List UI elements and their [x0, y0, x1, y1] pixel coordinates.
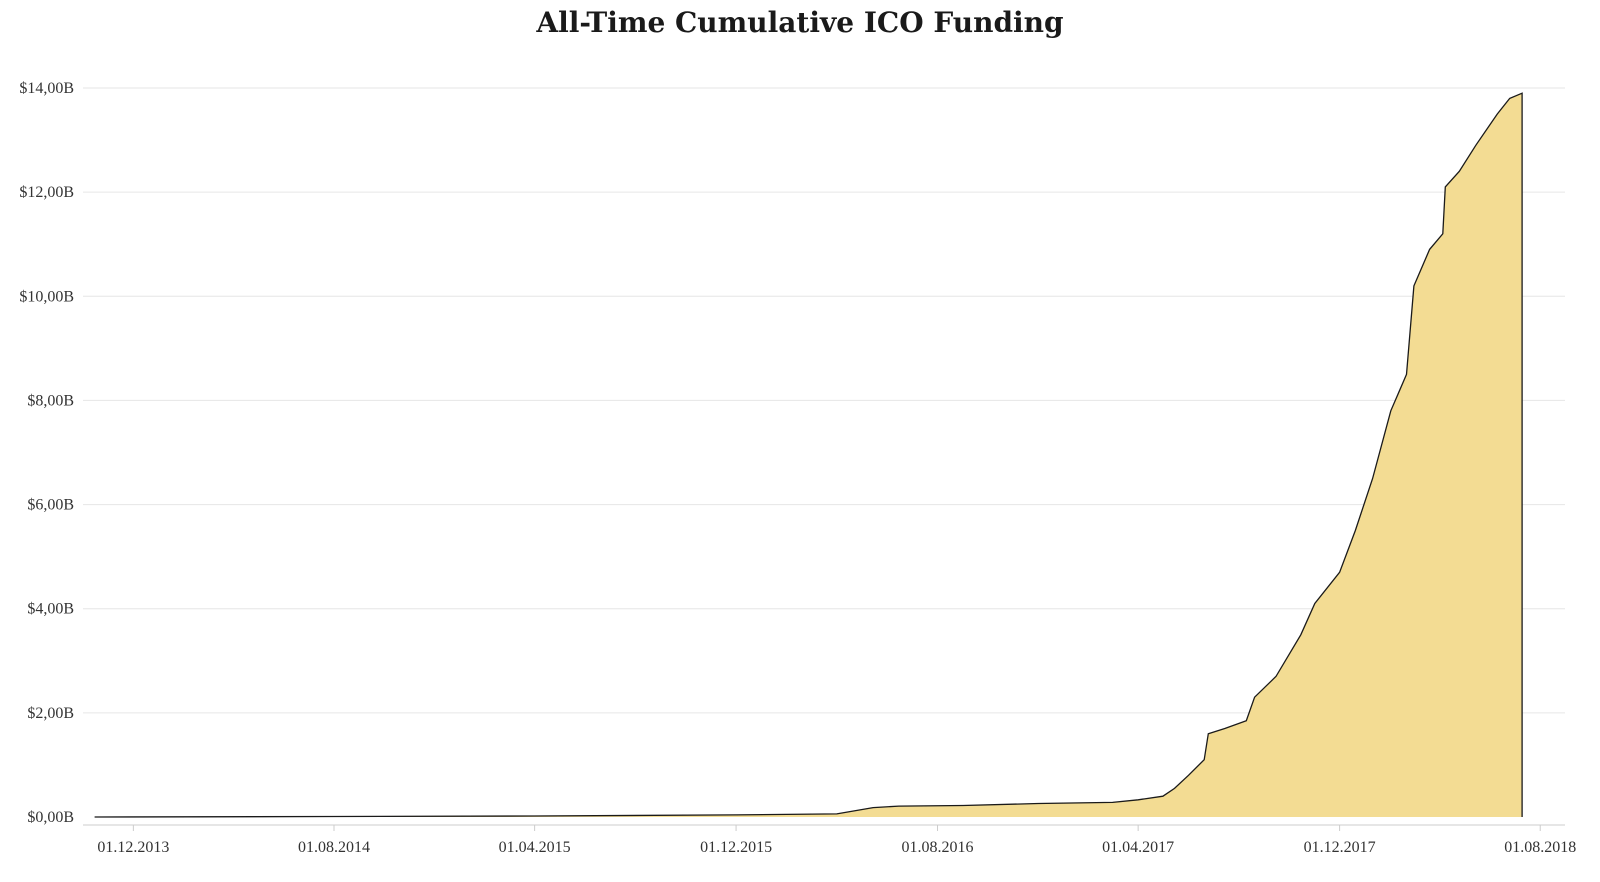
chart-title: All-Time Cumulative ICO Funding — [536, 6, 1064, 39]
x-tick-label-1: 01.08.2014 — [298, 839, 370, 856]
y-tick-label-3: $6,00B — [27, 497, 74, 514]
x-tick-label-2: 01.04.2015 — [499, 839, 571, 856]
x-tick-label-6: 01.12.2017 — [1304, 839, 1376, 856]
area-layer — [94, 92, 1523, 818]
y-tick-label-6: $12,00B — [19, 184, 74, 201]
series-area-0 — [94, 93, 1523, 817]
y-tick-label-5: $10,00B — [19, 288, 74, 305]
y-tick-label-4: $8,00B — [27, 392, 74, 409]
y-tick-label-2: $4,00B — [27, 601, 74, 618]
x-axis-ticks: 01.12.2013 01.08.2014 01.04.2015 01.12.2015… — [97, 825, 1576, 856]
y-axis-ticks: $0,00B $2,00B $4,00B $6,00B $8,00B $10,00B $12… — [19, 80, 74, 826]
x-tick-label-4: 01.08.2016 — [902, 839, 974, 856]
y-tick-label-0: $0,00B — [27, 809, 74, 826]
x-tick-label-0: 01.12.2013 — [97, 839, 169, 856]
y-tick-label-7: $14,00B — [19, 80, 74, 97]
y-tick-label-1: $2,00B — [27, 705, 74, 722]
grid-layer — [83, 87, 1565, 714]
series-line-0 — [94, 92, 1523, 818]
x-tick-label-7: 01.08.2018 — [1504, 839, 1576, 856]
x-tick-label-3: 01.12.2015 — [700, 839, 772, 856]
x-tick-label-5: 01.04.2017 — [1102, 839, 1174, 856]
